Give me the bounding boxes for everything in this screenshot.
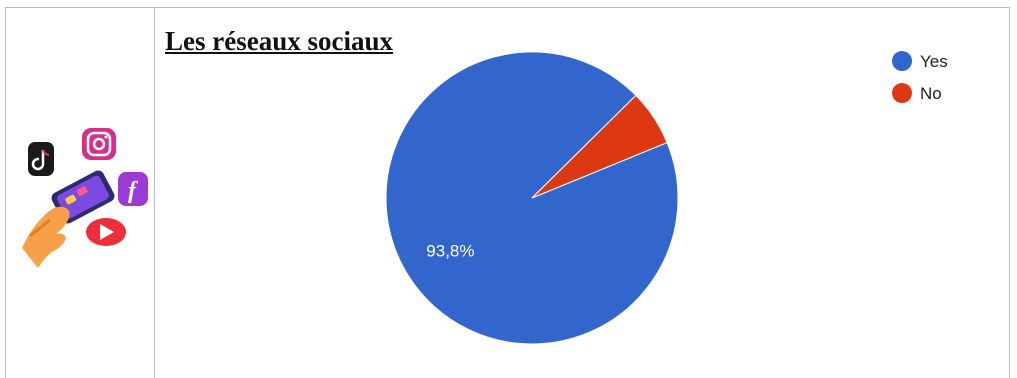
- legend-label-yes: Yes: [920, 52, 948, 71]
- legend-label-no: No: [920, 84, 942, 103]
- legend-marker-no: [892, 83, 912, 103]
- pie-chart: 93,8% Yes No: [385, 51, 948, 345]
- youtube-icon: [86, 218, 126, 246]
- svg-text:f: f: [128, 178, 138, 204]
- pie-slice-label: 93,8%: [426, 241, 474, 260]
- tiktok-icon: [28, 142, 54, 176]
- column-divider: [154, 7, 155, 378]
- table-frame: [5, 7, 1010, 378]
- legend-marker-yes: [892, 51, 912, 71]
- facebook-icon: f: [118, 172, 148, 206]
- page-title: Les réseaux sociaux: [165, 26, 393, 56]
- hand: [22, 206, 70, 268]
- pie-slice-no: [531, 94, 668, 199]
- instagram-icon: [82, 128, 116, 160]
- social-media-illustration: f: [22, 128, 148, 268]
